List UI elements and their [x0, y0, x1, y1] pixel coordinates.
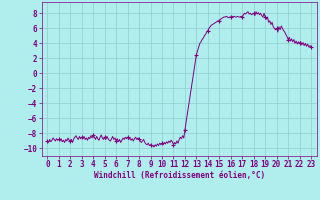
X-axis label: Windchill (Refroidissement éolien,°C): Windchill (Refroidissement éolien,°C) [94, 171, 265, 180]
